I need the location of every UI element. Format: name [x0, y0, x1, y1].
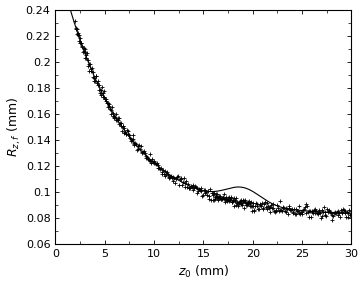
X-axis label: $z_0$ (mm): $z_0$ (mm): [178, 264, 229, 281]
Y-axis label: $R_{z,f}$ (mm): $R_{z,f}$ (mm): [5, 97, 23, 157]
